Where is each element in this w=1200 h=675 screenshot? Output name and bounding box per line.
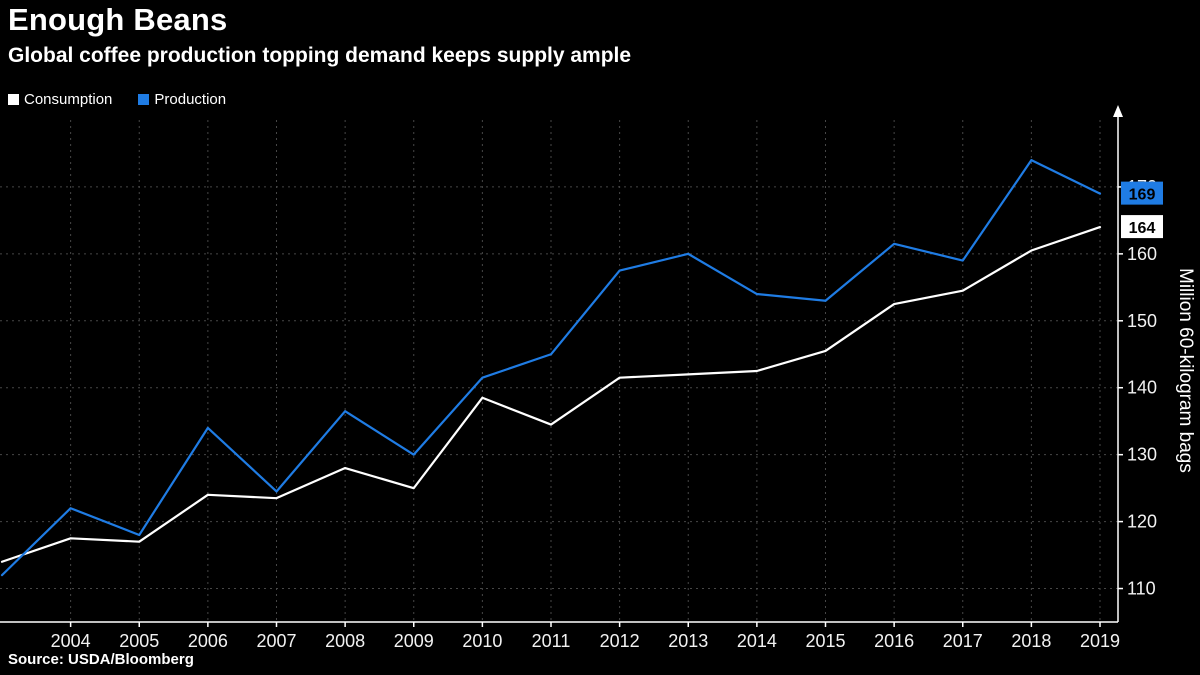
- end-label-production: 169: [1129, 187, 1156, 204]
- legend-item-production: Production: [138, 91, 226, 108]
- series-line-consumption: [0, 225, 1102, 563]
- source-note: Source: USDA/Bloomberg: [8, 651, 194, 668]
- x-tick-label: 2005: [119, 631, 159, 651]
- x-tick-label: 2007: [256, 631, 296, 651]
- x-tick-label: 2015: [805, 631, 845, 651]
- x-tick-label: 2019: [1080, 631, 1120, 651]
- legend: Consumption Production: [8, 91, 226, 108]
- y-tick-label: 150: [1127, 311, 1157, 331]
- legend-item-consumption: Consumption: [8, 91, 112, 108]
- consumption-swatch-icon: [8, 94, 19, 105]
- y-axis-arrow-icon: [1113, 105, 1123, 117]
- legend-label-production: Production: [154, 91, 227, 108]
- x-tick-label: 2006: [188, 631, 228, 651]
- legend-label-consumption: Consumption: [24, 91, 113, 108]
- end-label-consumption: 164: [1129, 220, 1156, 237]
- x-tick-label: 2012: [600, 631, 640, 651]
- x-tick-label: 2008: [325, 631, 365, 651]
- end-label-bg-consumption: [1121, 215, 1163, 239]
- end-label-bg-production: [1121, 181, 1163, 205]
- x-tick-label: 2011: [532, 631, 571, 651]
- y-tick-label: 140: [1127, 378, 1157, 398]
- chart-title: Enough Beans: [8, 2, 228, 37]
- chart-subtitle: Global coffee production topping demand …: [8, 44, 632, 67]
- y-tick-label: 160: [1127, 244, 1157, 264]
- y-axis-title: Million 60-kilogram bags: [1175, 267, 1196, 473]
- x-tick-label: 2017: [943, 631, 983, 651]
- y-tick-label: 130: [1127, 445, 1157, 465]
- x-tick-label: 2018: [1011, 631, 1051, 651]
- y-tick-label: 110: [1127, 579, 1156, 599]
- x-tick-label: 2013: [668, 631, 708, 651]
- x-tick-label: 2014: [737, 631, 777, 651]
- x-tick-label: 2016: [874, 631, 914, 651]
- production-swatch-icon: [138, 94, 150, 105]
- series-line-production: [0, 159, 1102, 577]
- x-tick-label: 2009: [394, 631, 434, 651]
- x-tick-label: 2004: [51, 631, 91, 651]
- x-tick-label: 2010: [462, 631, 502, 651]
- y-tick-label: 120: [1127, 512, 1157, 532]
